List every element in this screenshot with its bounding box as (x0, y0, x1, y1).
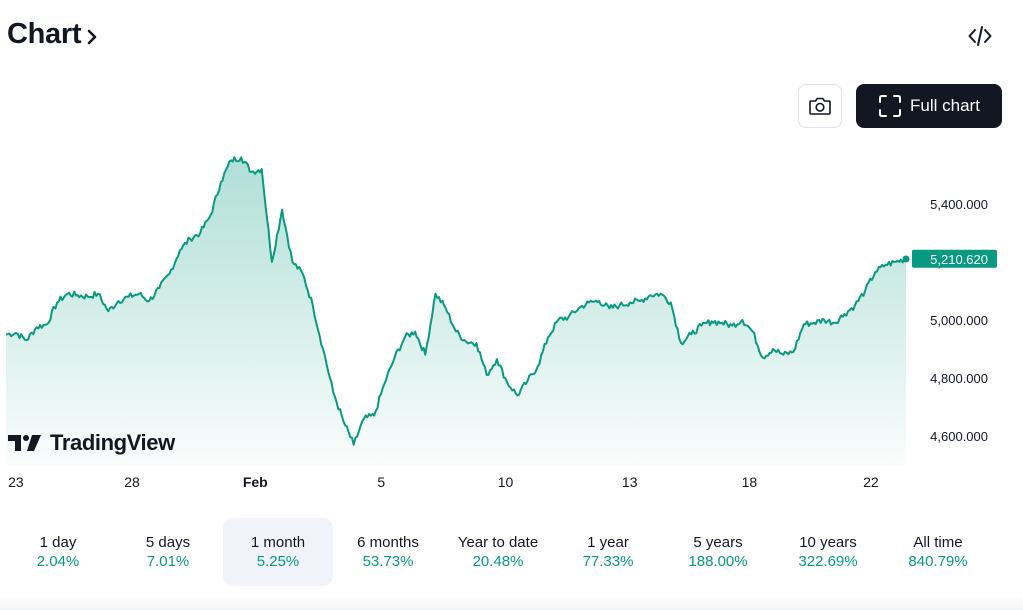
full-chart-button[interactable]: Full chart (856, 84, 1002, 128)
x-tick-label: 10 (498, 474, 514, 490)
period-all-time[interactable]: All time 840.79% (883, 518, 993, 586)
period-change: 5.25% (256, 553, 300, 570)
period-change: 20.48% (472, 553, 524, 570)
period-change: 7.01% (146, 553, 190, 570)
period-change: 2.04% (36, 553, 80, 570)
period-change: 77.33% (582, 553, 634, 570)
brand-name: TradingView (50, 430, 175, 455)
y-tick-label: 4,600.000 (930, 429, 988, 444)
y-tick-label: 4,800.000 (930, 371, 988, 386)
price-chart[interactable]: 5,400.0005,200.0005,000.0004,800.0004,60… (0, 140, 1023, 500)
period-label: 1 year (587, 534, 629, 551)
x-tick-label: 22 (863, 474, 879, 490)
period-6-months[interactable]: 6 months 53.73% (333, 518, 443, 586)
period-label: 5 days (145, 534, 191, 551)
tradingview-logo[interactable]: TradingView (8, 430, 175, 456)
tradingview-logo-icon (8, 435, 41, 451)
period-change: 188.00% (688, 553, 748, 570)
period-5-years[interactable]: 5 years 188.00% (663, 518, 773, 586)
x-tick-label: Feb (243, 474, 268, 490)
x-tick-label: 28 (124, 474, 140, 490)
period-5-days[interactable]: 5 days 7.01% (113, 518, 223, 586)
period-label: All time (913, 534, 963, 551)
camera-icon (809, 97, 831, 115)
last-price-point (902, 255, 910, 263)
last-price-label: 5,210.620 (930, 252, 988, 267)
period-label: Year to date (457, 534, 539, 551)
period-label: 1 day (39, 534, 77, 551)
period-1-month[interactable]: 1 month 5.25% (223, 518, 333, 586)
snapshot-button[interactable] (798, 84, 842, 128)
bottom-divider (0, 596, 1023, 610)
period-change: 53.73% (362, 553, 414, 570)
full-chart-label: Full chart (910, 96, 980, 115)
page-title: Chart (7, 18, 82, 50)
x-tick-label: 18 (742, 474, 758, 490)
x-tick-label: 23 (8, 474, 24, 490)
chart-header: Chart (0, 0, 1023, 70)
price-area (6, 157, 906, 465)
chevron-right-icon (87, 29, 97, 44)
period-label: 1 month (250, 534, 306, 551)
last-price-badge (912, 249, 997, 268)
fullscreen-icon (879, 95, 902, 117)
period-1-day[interactable]: 1 day 2.04% (3, 518, 113, 586)
period-change: 840.79% (908, 553, 968, 570)
y-tick-label: 5,400.000 (930, 197, 988, 212)
period-10-years[interactable]: 10 years 322.69% (773, 518, 883, 586)
y-tick-label: 5,000.000 (930, 313, 988, 328)
period-label: 5 years (693, 534, 743, 551)
period-selector: 1 day 2.04% 5 days 7.01% 1 month 5.25% 6… (0, 518, 1023, 588)
period-label: 6 months (357, 534, 419, 551)
x-tick-label: 13 (622, 474, 638, 490)
code-embed-icon[interactable] (966, 22, 994, 50)
period-1-year[interactable]: 1 year 77.33% (553, 518, 663, 586)
period-label: 10 years (799, 534, 857, 551)
period-change: 322.69% (798, 553, 858, 570)
price-line (5, 156, 907, 446)
x-tick-label: 5 (377, 474, 385, 490)
chart-title-link[interactable]: Chart (7, 18, 99, 51)
period-year-to-date[interactable]: Year to date 20.48% (443, 518, 553, 586)
